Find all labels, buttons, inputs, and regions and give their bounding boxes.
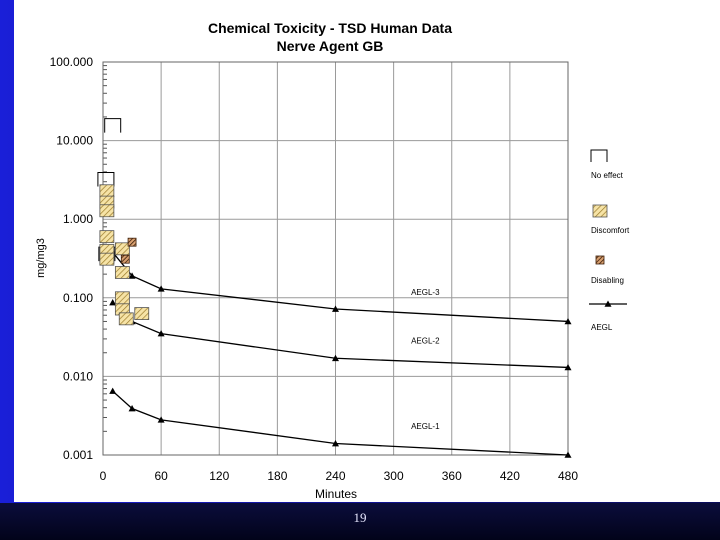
legend: No effect Discomfort Disabling AEGL (589, 149, 630, 332)
x-tick-label: 480 (558, 469, 578, 483)
aegl-line (112, 251, 569, 323)
aegl-point (128, 405, 136, 412)
discomfort-marker (99, 204, 115, 218)
aegl-point (109, 299, 117, 306)
discomfort-marker (114, 291, 130, 305)
legend-aegl-triangle (604, 300, 612, 307)
aegl-point (332, 440, 339, 447)
aegl-line-label: AEGL-2 (411, 336, 440, 345)
x-tick-label: 240 (325, 469, 345, 483)
x-tick-label: 180 (267, 469, 287, 483)
y-tick-label: 100.000 (50, 55, 94, 69)
x-tick-label: 420 (500, 469, 520, 483)
legend-discomfort-symbol (592, 204, 608, 218)
aegl-lines (109, 248, 572, 458)
no-effect-marker (104, 118, 122, 133)
grid-lines (102, 61, 569, 456)
x-tick-label: 60 (154, 469, 168, 483)
aegl-point (332, 354, 339, 362)
legend-label: AEGL (591, 323, 613, 332)
aegl-point (157, 330, 165, 337)
aegl-point (564, 363, 572, 371)
discomfort-marker (99, 230, 115, 244)
x-tick-labels: 0 60 120 180 240 300 360 420 480 (100, 469, 579, 483)
legend-label: Disabling (591, 276, 624, 285)
discomfort-marker (134, 307, 150, 320)
legend-label: No effect (591, 171, 624, 180)
aegl-line-labels: AEGL-3 AEGL-2 AEGL-1 (411, 288, 440, 431)
discomfort-marker (114, 266, 130, 279)
slide-footer-bar (0, 503, 720, 540)
chart-subtitle: Nerve Agent GB (277, 38, 384, 54)
legend-disabling-symbol (595, 255, 605, 265)
aegl-line-label: AEGL-1 (411, 422, 440, 431)
discomfort-marker (99, 184, 115, 198)
aegl-point (157, 285, 165, 292)
data-markers (97, 118, 150, 326)
y-tick-label: 0.001 (63, 448, 93, 462)
disabling-marker (120, 254, 130, 264)
y-tick-labels: 0.001 0.010 0.100 1.000 10.000 100.000 (50, 55, 94, 462)
x-tick-label: 300 (384, 469, 404, 483)
aegl-line-label: AEGL-3 (411, 288, 440, 297)
aegl-point (157, 416, 165, 423)
aegl-line (112, 390, 569, 456)
y-tick-label: 10.000 (56, 134, 93, 148)
legend-label: Discomfort (591, 226, 630, 235)
y-axis-label: mg/mg3 (35, 238, 47, 278)
discomfort-marker (99, 252, 115, 266)
aegl-point (128, 272, 136, 279)
aegl-point (109, 387, 117, 394)
discomfort-marker (114, 242, 130, 256)
chart-panel: Chemical Toxicity - TSD Human Data Nerve… (14, 0, 720, 502)
aegl-point (332, 305, 339, 312)
y-tick-label: 0.100 (63, 291, 93, 305)
x-tick-label: 360 (442, 469, 462, 483)
chart-title: Chemical Toxicity - TSD Human Data (208, 20, 452, 36)
discomfort-marker (118, 312, 134, 326)
x-axis-label: Minutes (315, 487, 357, 501)
x-tick-label: 0 (100, 469, 107, 483)
aegl-point (564, 451, 572, 458)
toxicity-chart: Chemical Toxicity - TSD Human Data Nerve… (35, 20, 630, 501)
aegl-point (564, 317, 572, 325)
no-effect-marker (97, 171, 115, 187)
aegl-line (112, 302, 569, 369)
page-number: 19 (353, 510, 367, 525)
minor-ticks (103, 65, 107, 432)
disabling-marker (127, 237, 137, 247)
x-tick-label: 120 (209, 469, 229, 483)
y-tick-label: 1.000 (63, 212, 93, 226)
legend-no-effect-symbol (590, 149, 608, 162)
y-tick-label: 0.010 (63, 369, 93, 383)
